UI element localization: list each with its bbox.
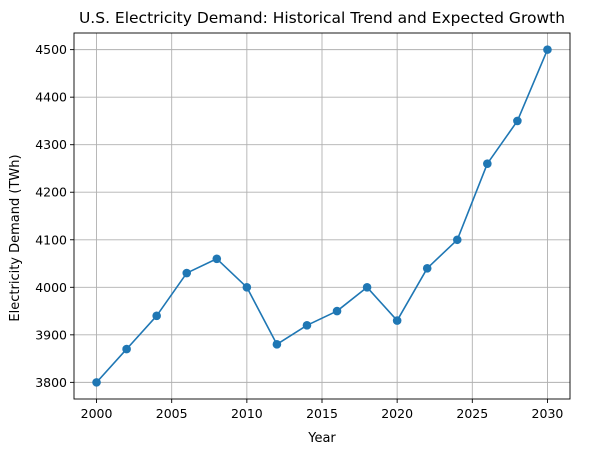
y-tick-label: 4400: [35, 90, 67, 105]
y-axis-label: Electricity Demand (TWh): [8, 154, 23, 321]
data-point: [392, 316, 402, 325]
data-point: [513, 116, 522, 126]
grid-lines: [74, 33, 570, 399]
data-point: [122, 344, 131, 354]
data-point: [483, 159, 492, 169]
data-point: [212, 254, 222, 264]
y-tick-label: 4100: [35, 232, 67, 247]
y-tick-label: 3900: [35, 327, 67, 342]
data-point: [272, 340, 282, 349]
data-point: [452, 235, 462, 245]
x-tick-label: 2020: [381, 406, 413, 421]
x-axis-label: Year: [307, 431, 336, 446]
y-tick-label: 4500: [35, 42, 67, 57]
data-point: [242, 282, 252, 292]
x-tick-label: 2025: [456, 406, 488, 421]
data-point: [182, 268, 192, 278]
data-point: [302, 321, 312, 330]
x-tick-label: 2005: [156, 406, 188, 421]
data-point: [152, 311, 161, 321]
data-point: [362, 282, 372, 292]
x-tick-label: 2015: [306, 406, 338, 421]
y-tick-label: 4000: [35, 280, 67, 295]
x-tick-label: 2030: [532, 406, 564, 421]
data-point: [422, 263, 432, 273]
y-axis: 3800 3900 4000 4100 4200 4300 4400 4500: [35, 42, 74, 390]
series-line: [95, 49, 549, 383]
x-tick-label: 2000: [81, 406, 113, 421]
y-tick-label: 3800: [35, 375, 67, 390]
chart-title: U.S. Electricity Demand: Historical Tren…: [79, 9, 565, 27]
data-point: [543, 45, 552, 54]
x-tick-label: 2010: [231, 406, 263, 421]
x-axis: 2000 2005 2010 2015 2020 2025 2030: [81, 399, 564, 421]
data-point: [332, 306, 342, 316]
data-point: [92, 378, 101, 387]
y-tick-label: 4200: [35, 185, 67, 200]
y-tick-label: 4300: [35, 137, 67, 152]
series-group: [92, 45, 552, 387]
